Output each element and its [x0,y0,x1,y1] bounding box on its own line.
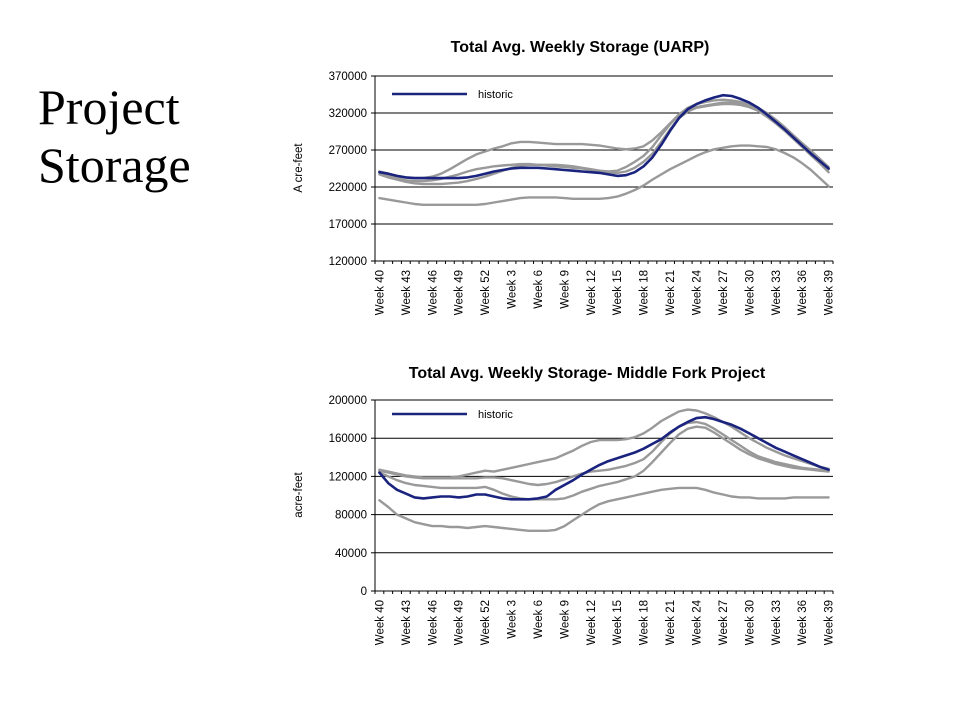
chart-title: Total Avg. Weekly Storage (UARP) [451,39,710,56]
x-tick-label: Week 43 [401,600,413,645]
x-tick-label: Week 52 [480,600,492,645]
x-tick-label: Week 21 [665,270,677,315]
x-tick-label: Week 36 [797,270,809,315]
slide-title-line-1: Project [38,79,180,135]
x-tick-label: Week 40 [374,600,386,645]
y-axis-label: acre-feet [293,472,305,518]
x-tick-label: Week 18 [639,600,651,645]
y-tick-label: 120000 [329,471,367,483]
x-tick-label: Week 3 [507,600,519,639]
y-tick-label: 80000 [335,510,367,522]
y-tick-label: 370000 [329,71,367,83]
slide-title-line-2: Storage [38,137,191,193]
x-tick-label: Week 9 [559,270,571,309]
x-tick-label: Week 6 [533,600,545,639]
y-axis-label: A cre-feet [293,143,305,193]
uarp-storage-chart: Total Avg. Weekly Storage (UARP) 120000 17… [293,39,836,315]
y-tick-label: 40000 [335,548,367,560]
legend-label-historic: historic [478,89,513,101]
chart-title: Total Avg. Weekly Storage- Middle Fork P… [409,365,766,382]
scenario-series-line-4 [378,408,830,479]
x-tick-label: Week 39 [824,270,836,315]
x-tick-label: Week 30 [744,270,756,315]
historic-series-line [378,93,830,180]
legend-label-historic: historic [478,409,513,421]
x-tick-label: Week 43 [401,270,413,315]
x-tick-label: Week 9 [559,600,571,639]
x-tick-label: Week 33 [771,600,783,645]
y-tick-label: 120000 [329,256,367,268]
x-tick-label: Week 15 [612,270,624,315]
y-tick-label: 270000 [329,145,367,157]
y-tick-label: 320000 [329,108,367,120]
x-tick-label: Week 12 [586,270,598,315]
x-tick-label: Week 30 [744,600,756,645]
scenario-series-line-2 [378,425,830,501]
scenario-series-line-4 [378,102,830,183]
y-tick-label: 220000 [329,182,367,194]
x-tick-label: Week 46 [427,270,439,315]
y-tick-label: 0 [361,586,367,598]
x-tick-label: Week 49 [454,270,466,315]
scenario-series-line-1 [378,144,830,207]
x-tick-label: Week 15 [612,600,624,645]
x-tick-label: Week 3 [507,270,519,309]
x-tick-label: Week 52 [480,270,492,315]
historic-series-line [378,415,830,501]
x-tick-label: Week 18 [639,270,651,315]
scenario-series-line-3 [378,98,830,180]
y-tick-label: 160000 [329,433,367,445]
middle-fork-storage-chart: Total Avg. Weekly Storage- Middle Fork P… [293,365,836,645]
x-tick-label: Week 36 [797,600,809,645]
x-tick-label: Week 12 [586,600,598,645]
x-tick-label: Week 40 [374,270,386,315]
x-tick-label: Week 27 [718,270,730,315]
y-tick-label: 200000 [329,395,367,407]
x-tick-label: Week 6 [533,270,545,309]
slide-title: Project Storage [38,78,191,194]
y-tick-label: 170000 [329,219,367,231]
x-tick-label: Week 39 [824,600,836,645]
scenario-series-line-3 [378,420,830,487]
x-tick-label: Week 46 [427,600,439,645]
x-tick-label: Week 24 [691,269,703,315]
x-tick-label: Week 49 [454,600,466,645]
scenario-series-line-1 [378,486,830,533]
x-tick-label: Week 27 [718,600,730,645]
x-tick-label: Week 33 [771,270,783,315]
x-tick-label: Week 24 [691,599,703,645]
x-tick-label: Week 21 [665,600,677,645]
